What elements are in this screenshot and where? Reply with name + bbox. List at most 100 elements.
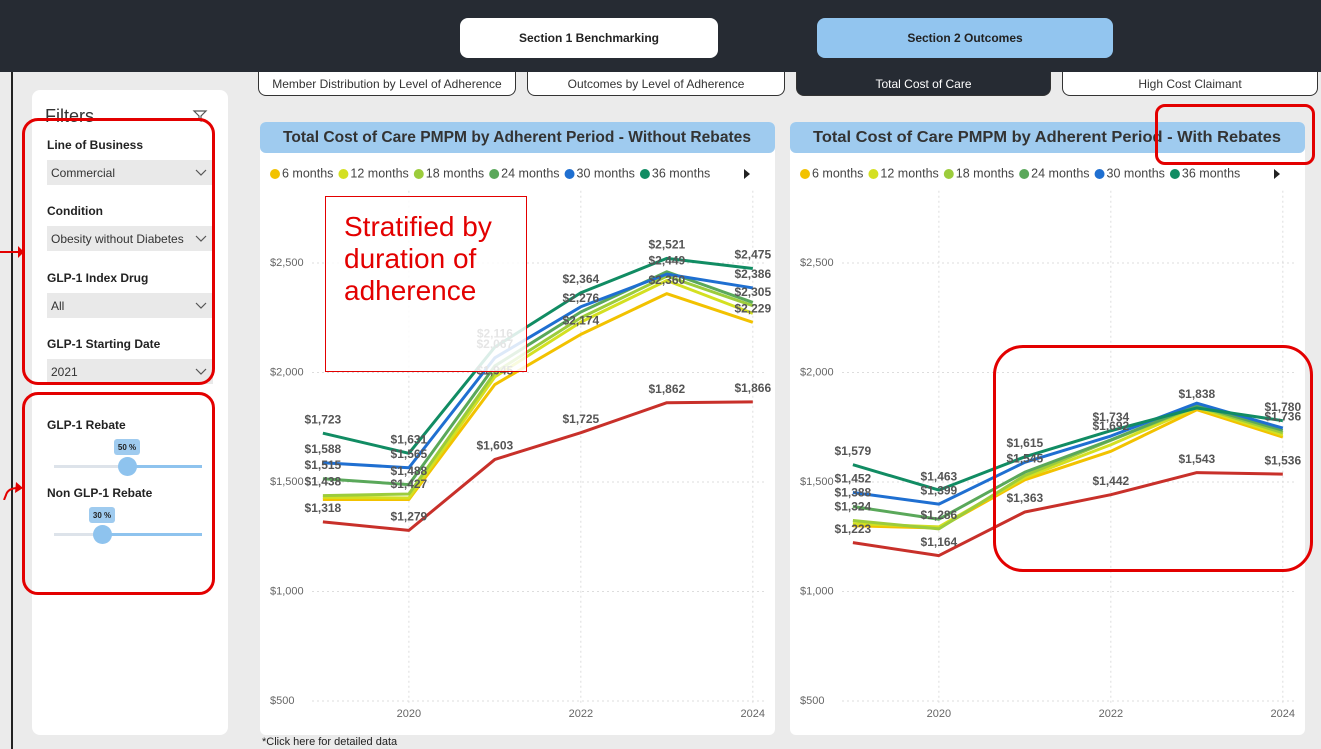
series-line [852, 406, 1284, 492]
data-label: $1,692 [1092, 419, 1129, 433]
highlight-box [22, 392, 215, 595]
dropdown-value: 2021 [51, 364, 78, 379]
data-label: $2,174 [562, 314, 599, 328]
filter-label: GLP-1 Index Drug [47, 271, 149, 285]
data-label: $1,515 [305, 458, 342, 472]
legend-label: 18 months [426, 166, 484, 180]
chevron-path [195, 169, 207, 176]
chevron [195, 302, 207, 309]
data-label: $1,603 [477, 439, 514, 453]
legend-marker [489, 169, 500, 179]
y-tick-label: $1,000 [270, 585, 304, 597]
data-label: $1,279 [391, 510, 428, 524]
legend-label: 18 months [956, 166, 1014, 180]
nav-button[interactable]: Section 1 Benchmarking [460, 18, 718, 58]
series-line [852, 401, 1284, 506]
chevron [195, 235, 207, 242]
data-label: $1,579 [835, 444, 872, 458]
x-tick-label: 2020 [927, 708, 951, 720]
data-label: $1,862 [648, 382, 685, 396]
legend-marker [270, 169, 280, 179]
tab[interactable]: Member Distribution by Level of Adherenc… [258, 72, 516, 96]
annotation-text: Stratified by duration of adherence [344, 211, 492, 306]
slider-value: 30 % [89, 507, 115, 523]
series-line [322, 272, 754, 470]
series-line [852, 471, 1283, 558]
legend-marker [564, 169, 575, 179]
dropdown[interactable]: Obesity without Diabetes [47, 226, 213, 251]
data-label: $1,318 [305, 501, 342, 515]
y-tick-label: $2,500 [800, 257, 834, 269]
data-label: $1,286 [921, 508, 958, 522]
legend-label: 12 months [350, 166, 408, 180]
highlight-box [22, 118, 215, 385]
dropdown-value: Commercial [51, 165, 116, 180]
x-tick-label: 2022 [1099, 708, 1123, 720]
slider-label: Non GLP-1 Rebate [47, 486, 153, 500]
annotation-box: Stratified by duration of adherence [325, 196, 527, 372]
dropdown-value: All [51, 298, 65, 313]
series-line [322, 278, 754, 500]
legend-marker [338, 169, 349, 179]
data-label: $2,449 [648, 253, 685, 267]
chart-title: Total Cost of Care PMPM by Adherent Peri… [283, 129, 751, 146]
data-label: $1,588 [305, 442, 342, 456]
y-tick-label: $1,000 [800, 585, 834, 597]
data-label: $1,399 [921, 483, 958, 497]
slider-value: 50 % [114, 439, 140, 455]
data-label: $1,780 [1264, 400, 1301, 414]
series-line [322, 274, 754, 498]
data-label: $1,427 [391, 477, 428, 491]
dropdown[interactable]: Commercial [47, 160, 213, 185]
legend-label: 36 months [652, 166, 710, 180]
data-label: $2,364 [562, 272, 599, 286]
highlight-box [1155, 104, 1315, 165]
chevron-path [195, 235, 207, 242]
data-label: $2,521 [648, 238, 685, 252]
y-tick-label: $1,500 [800, 476, 834, 488]
slider-knob[interactable] [118, 457, 137, 476]
chevron [195, 169, 207, 176]
series-line [322, 292, 754, 502]
y-tick-label: $500 [270, 695, 294, 707]
legend-label: 36 months [1182, 166, 1240, 180]
x-tick-label: 2024 [741, 708, 765, 720]
data-label: $1,838 [1178, 387, 1215, 401]
legend-marker [943, 169, 954, 179]
y-tick-label: $2,000 [270, 366, 304, 378]
data-label: $1,452 [835, 472, 872, 486]
data-label: $1,363 [1007, 491, 1044, 505]
filter-label: GLP-1 Starting Date [47, 337, 161, 351]
legend-label: 24 months [1031, 166, 1089, 180]
data-label: $1,725 [562, 412, 599, 426]
data-label: $2,360 [648, 273, 685, 287]
nav-button[interactable]: Section 2 Outcomes [817, 18, 1113, 58]
y-tick-label: $2,500 [270, 257, 304, 269]
legend-marker [1019, 169, 1030, 179]
data-label: $2,229 [734, 302, 771, 316]
tab[interactable]: Outcomes by Level of Adherence [527, 72, 785, 96]
tab[interactable]: High Cost Claimant [1062, 72, 1318, 96]
data-label: $1,488 [391, 464, 428, 478]
x-tick-label: 2022 [569, 708, 593, 720]
series-line [322, 400, 753, 532]
legend-marker [413, 169, 424, 179]
data-label: $1,164 [921, 535, 958, 549]
legend-label: 6 months [812, 166, 863, 180]
data-label: $1,734 [1092, 410, 1129, 424]
legend-more[interactable] [744, 169, 750, 179]
slider-knob[interactable] [93, 525, 112, 544]
dropdown-value: Obesity without Diabetes [51, 231, 184, 246]
dropdown[interactable]: All [47, 293, 213, 318]
x-tick-label: 2020 [397, 708, 421, 720]
legend-label: 24 months [501, 166, 559, 180]
tab[interactable]: Total Cost of Care [796, 72, 1051, 96]
data-label: $1,565 [391, 447, 428, 461]
footer-link[interactable]: *Click here for detailed data [262, 736, 398, 748]
data-label: $1,438 [305, 475, 342, 489]
data-label: $1,223 [835, 522, 872, 536]
legend-more[interactable] [1274, 169, 1280, 179]
data-label: $2,386 [734, 267, 771, 281]
legend-marker [1169, 169, 1180, 179]
data-label: $1,736 [1264, 409, 1301, 423]
